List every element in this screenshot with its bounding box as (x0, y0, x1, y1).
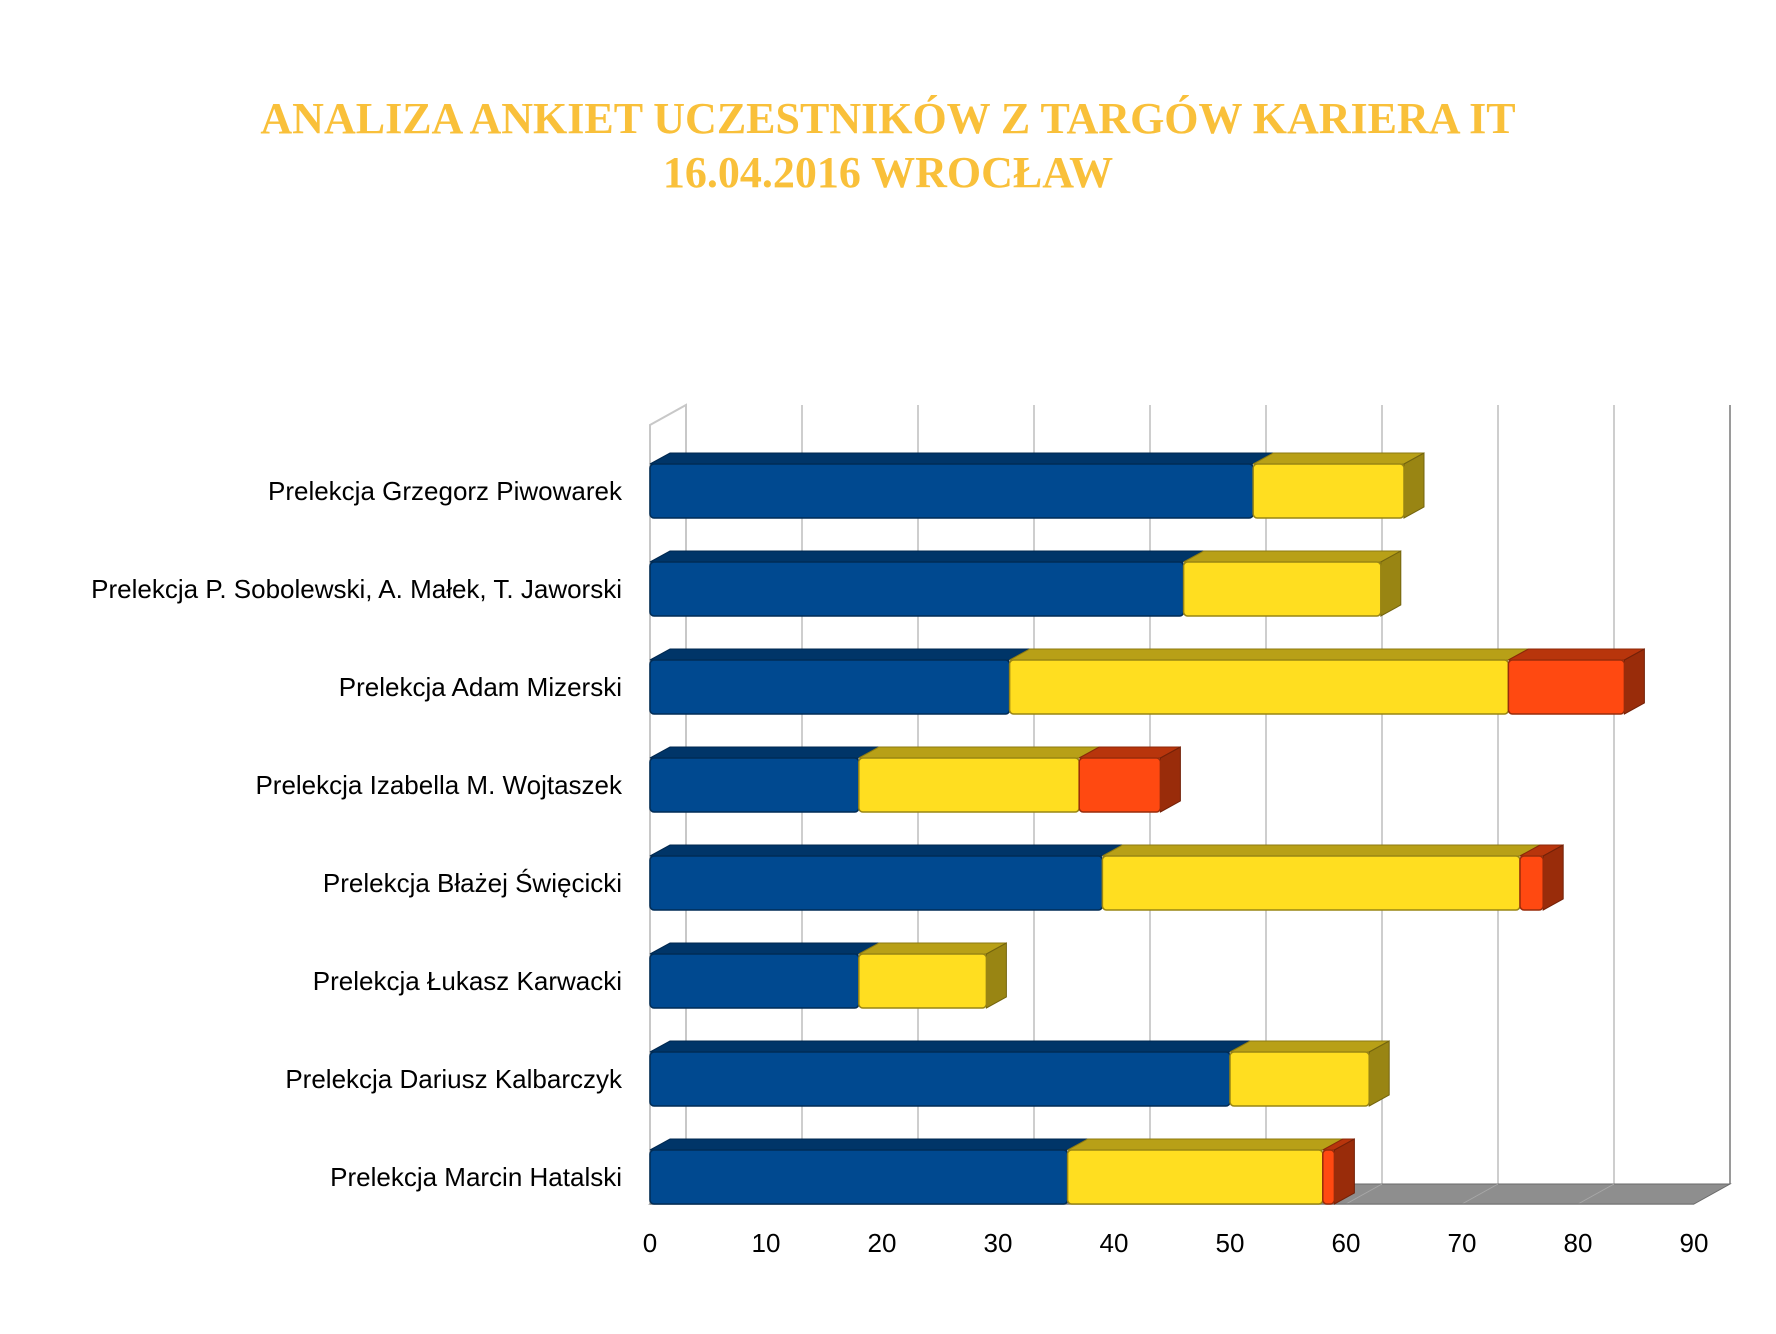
bar-top-face (1067, 1138, 1344, 1151)
bar-segment (858, 942, 1007, 1009)
bar-front-face (649, 855, 1104, 911)
bar-front-face (649, 561, 1185, 617)
bar-segment (649, 452, 1274, 519)
bar-end-face (1159, 746, 1181, 813)
x-tick-label: 60 (1332, 1228, 1361, 1258)
category-label: Prelekcja Grzegorz Piwowarek (268, 476, 623, 506)
category-label: Prelekcja Marcin Hatalski (330, 1162, 622, 1192)
bar-segment (1101, 844, 1541, 911)
bar-front-face (1066, 1149, 1324, 1205)
x-tick-label: 90 (1680, 1228, 1709, 1258)
floor-gridline (1577, 1183, 1615, 1205)
x-tick-label: 70 (1448, 1228, 1477, 1258)
bar-segment (1182, 550, 1402, 617)
x-tick-label: 80 (1564, 1228, 1593, 1258)
x-tick-label: 50 (1216, 1228, 1245, 1258)
bar-top-face (649, 1040, 1251, 1053)
x-tick-label: 20 (868, 1228, 897, 1258)
bar-front-face (1078, 757, 1162, 813)
bar-segment (649, 844, 1123, 911)
x-tick-label: 30 (984, 1228, 1013, 1258)
chart-title-line1: ANALIZA ANKIET UCZESTNIKÓW Z TARGÓW KARI… (260, 94, 1516, 143)
bar-front-face (1008, 659, 1510, 715)
bar-segment (1322, 1138, 1355, 1205)
bar-top-face (1102, 844, 1541, 857)
bar-front-face (649, 1149, 1069, 1205)
bar-top-face (649, 746, 880, 759)
bar-top-face (649, 550, 1204, 563)
bar-segment (649, 1138, 1088, 1205)
bar-segment (1078, 746, 1181, 813)
bar-front-face (649, 757, 860, 813)
bar-front-face (1322, 1149, 1336, 1205)
bar-top-face (1252, 452, 1425, 465)
bar-segment (649, 1040, 1251, 1107)
labels-layer: 0 10 20 30 40 50 60 70 80 90 Prelekcja Grzegorz Pi… (91, 476, 1708, 1258)
x-tick-label: 0 (643, 1228, 657, 1258)
category-label: Prelekcja Dariusz Kalbarczyk (285, 1064, 623, 1094)
category-label: Prelekcja Adam Mizerski (339, 672, 622, 702)
chart-title-line2: 16.04.2016 WROCŁAW (662, 148, 1114, 197)
bar-end-face (1333, 1138, 1355, 1205)
category-label: Prelekcja P. Sobolewski, A. Małek, T. Ja… (91, 574, 622, 604)
bar-segment (1066, 1138, 1344, 1205)
x-tick-label: 10 (752, 1228, 781, 1258)
bar-top-face (649, 844, 1123, 857)
bar-front-face (1519, 855, 1544, 911)
bar-top-face (649, 648, 1030, 661)
bar-front-face (1252, 463, 1405, 519)
bar-end-face (1542, 844, 1564, 911)
bar-segment (1008, 648, 1529, 715)
bar-top-face (858, 942, 1007, 955)
bar-end-face (985, 942, 1007, 1009)
bar-end-face (1368, 1040, 1390, 1107)
bar-front-face (649, 953, 860, 1009)
category-label: Prelekcja Izabella M. Wojtaszek (255, 770, 623, 800)
bar-segment (1252, 452, 1425, 519)
category-label: Prelekcja Błażej Święcicki (323, 868, 622, 898)
bar-end-face (1623, 648, 1645, 715)
bar-segment (649, 550, 1204, 617)
bar-front-face (1101, 855, 1521, 911)
bar-front-face (858, 757, 1080, 813)
x-tick-label: 40 (1100, 1228, 1129, 1258)
bar-segment (649, 648, 1030, 715)
bar-top-face (649, 942, 880, 955)
bar-front-face (649, 463, 1254, 519)
bar-end-face (1403, 452, 1425, 519)
bar-segment (1229, 1040, 1390, 1107)
bar-end-face (1380, 550, 1402, 617)
bar-top-face (649, 1138, 1088, 1151)
bar-segment (1507, 648, 1645, 715)
floor-gridline (1461, 1183, 1499, 1205)
chart-title: ANALIZA ANKIET UCZESTNIKÓW Z TARGÓW KARI… (0, 92, 1776, 200)
bar-front-face (1182, 561, 1382, 617)
bar-segment (858, 746, 1100, 813)
category-label: Prelekcja Łukasz Karwacki (313, 966, 622, 996)
bar-top-face (649, 452, 1274, 465)
bar-top-face (858, 746, 1100, 759)
bar-front-face (1507, 659, 1626, 715)
bar-top-face (1183, 550, 1402, 563)
bar-top-face (1229, 1040, 1390, 1053)
bar-front-face (649, 659, 1011, 715)
bar-segment (649, 746, 880, 813)
bar-front-face (1229, 1051, 1370, 1107)
bar-top-face (1009, 648, 1529, 661)
bar-front-face (858, 953, 988, 1009)
bar-segment (649, 942, 880, 1009)
bar-top-face (1508, 648, 1645, 661)
bar-front-face (649, 1051, 1231, 1107)
bars-layer (649, 452, 1645, 1205)
floor-gridline (1345, 1183, 1383, 1205)
bar-segment (1519, 844, 1564, 911)
